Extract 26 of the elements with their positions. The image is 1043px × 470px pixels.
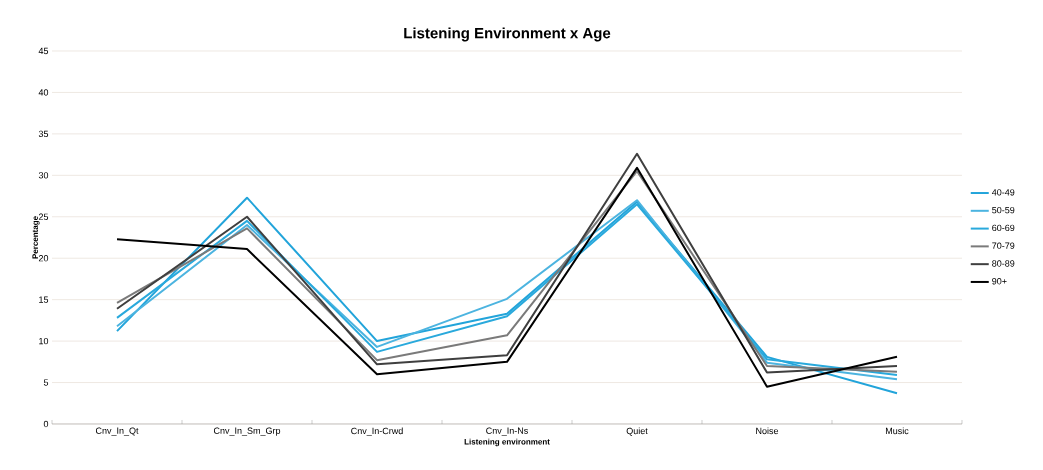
y-tick-label: 40 (38, 89, 49, 96)
legend-label: 40-49 (991, 189, 1015, 196)
y-axis-title: Percentage (32, 216, 40, 259)
y-tick-label: 45 (38, 47, 49, 55)
y-tick-label: 30 (38, 172, 49, 179)
legend-label: 60-69 (992, 224, 1015, 232)
x-tick-label: Cnv_In_Qt (95, 427, 139, 436)
y-tick-label: 0 (43, 420, 49, 428)
y-tick-label: 20 (38, 255, 49, 262)
x-tick-label: Cnv_In-Ns (486, 427, 528, 436)
y-tick-label: 5 (43, 379, 49, 386)
legend-label: 70-79 (992, 242, 1015, 249)
y-tick-label: 15 (39, 296, 49, 303)
x-tick-label: Quiet (626, 427, 648, 436)
x-tick-label: Cnv_In_Sm_Grp (213, 427, 281, 436)
y-tick-label: 10 (39, 337, 49, 345)
y-tick-label: 25 (38, 213, 49, 220)
legend-label: 50-59 (992, 206, 1015, 214)
x-tick-label: Music (885, 427, 909, 435)
x-tick-label: Noise (756, 427, 779, 435)
x-tick-label: Cnv_In-Crwd (351, 427, 403, 436)
x-axis-title: Listening environment (464, 438, 550, 447)
chart-title: Listening Environment x Age (404, 27, 611, 42)
legend-label: 90+ (992, 278, 1007, 285)
y-tick-label: 35 (38, 130, 49, 138)
legend-label: 80-89 (992, 260, 1015, 267)
